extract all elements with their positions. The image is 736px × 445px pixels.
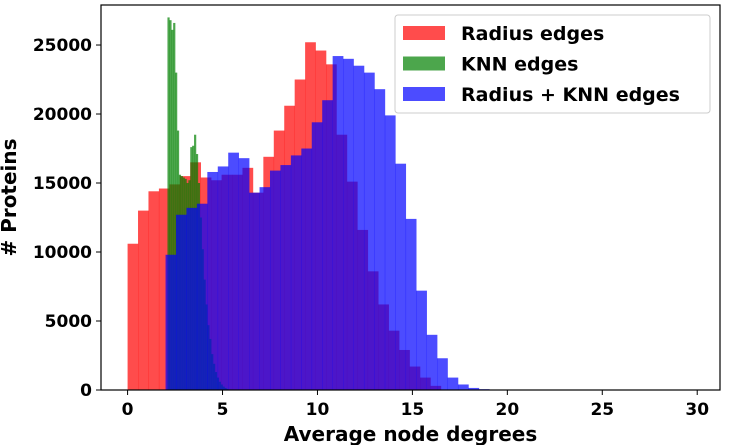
- bar-radius-knn: [228, 152, 239, 390]
- bar-radius-knn: [374, 89, 386, 390]
- bar-knn: [167, 17, 170, 391]
- bar-knn: [171, 29, 174, 390]
- y-axis-ticks: 0 5000 10000 15000 20000 25000: [33, 36, 101, 401]
- bar-radius-knn: [301, 148, 313, 390]
- bar-radius-knn: [269, 170, 281, 390]
- legend-swatch-knn: [403, 56, 445, 71]
- bar-radius-knn: [176, 214, 187, 390]
- x-tick-label: 0: [122, 400, 134, 420]
- x-tick-label: 15: [401, 400, 425, 420]
- legend-swatch-radius-knn: [403, 87, 445, 101]
- y-tick-label: 10000: [33, 243, 92, 263]
- legend-label-knn: KNN edges: [461, 54, 578, 76]
- bar-radius-knn: [186, 207, 198, 390]
- bar-radius-knn: [384, 115, 396, 391]
- y-tick-label: 25000: [33, 36, 92, 56]
- bar-radius-knn: [457, 384, 469, 390]
- bar-radius-knn: [207, 171, 219, 390]
- x-axis-ticks: 0 5 10 15 20 25 30: [122, 390, 709, 420]
- bar-radius-knn: [395, 163, 407, 390]
- x-tick-label: 20: [496, 400, 520, 420]
- bar-radius-knn: [290, 155, 302, 390]
- x-axis-label: Average node degrees: [284, 422, 538, 445]
- bar-knn: [169, 20, 172, 391]
- series-radius-knn: [165, 56, 521, 391]
- y-tick-label: 15000: [33, 174, 92, 194]
- x-tick-label: 25: [590, 400, 614, 420]
- bar-radius: [148, 191, 160, 390]
- bar-radius-knn: [363, 72, 375, 390]
- bar-radius-knn: [217, 166, 229, 390]
- x-tick-label: 5: [217, 400, 229, 420]
- bar-radius-knn: [405, 218, 417, 390]
- y-tick-label: 5000: [45, 312, 92, 332]
- bar-radius-knn: [332, 56, 344, 391]
- legend-box: [394, 14, 711, 114]
- legend: Radius edges KNN edges Radius + KNN edge…: [394, 14, 711, 114]
- bar-radius-knn: [447, 377, 459, 390]
- bar-radius-knn: [238, 158, 250, 390]
- bar-radius: [127, 243, 139, 390]
- legend-label-radius: Radius edges: [461, 23, 604, 45]
- bar-radius: [138, 210, 149, 390]
- bar-radius-knn: [353, 65, 365, 390]
- bar-radius-knn: [416, 290, 427, 390]
- bars-layer: [127, 17, 521, 391]
- y-axis-label: # Proteins: [0, 138, 21, 256]
- x-tick-label: 30: [685, 400, 709, 420]
- bar-radius: [158, 188, 170, 390]
- bar-radius-knn: [249, 192, 260, 390]
- bar-radius-knn: [280, 165, 292, 390]
- bar-radius-knn: [311, 122, 323, 390]
- plot-frame: [100, 4, 721, 391]
- legend-swatch-radius: [403, 26, 445, 40]
- y-tick-label: 0: [80, 381, 92, 401]
- bar-radius-knn: [259, 187, 271, 390]
- bar-radius-knn: [343, 58, 354, 391]
- bar-radius-knn: [322, 100, 333, 390]
- legend-label-radius-knn: Radius + KNN edges: [461, 84, 680, 106]
- bar-radius-knn: [426, 334, 438, 390]
- bar-radius-knn: [196, 203, 208, 390]
- bar-knn: [173, 22, 176, 391]
- bar-radius-knn: [165, 254, 177, 390]
- x-tick-label: 10: [306, 400, 330, 420]
- y-tick-label: 20000: [33, 105, 92, 125]
- bar-radius-knn: [437, 358, 448, 390]
- bar-radius-knn: [468, 387, 480, 390]
